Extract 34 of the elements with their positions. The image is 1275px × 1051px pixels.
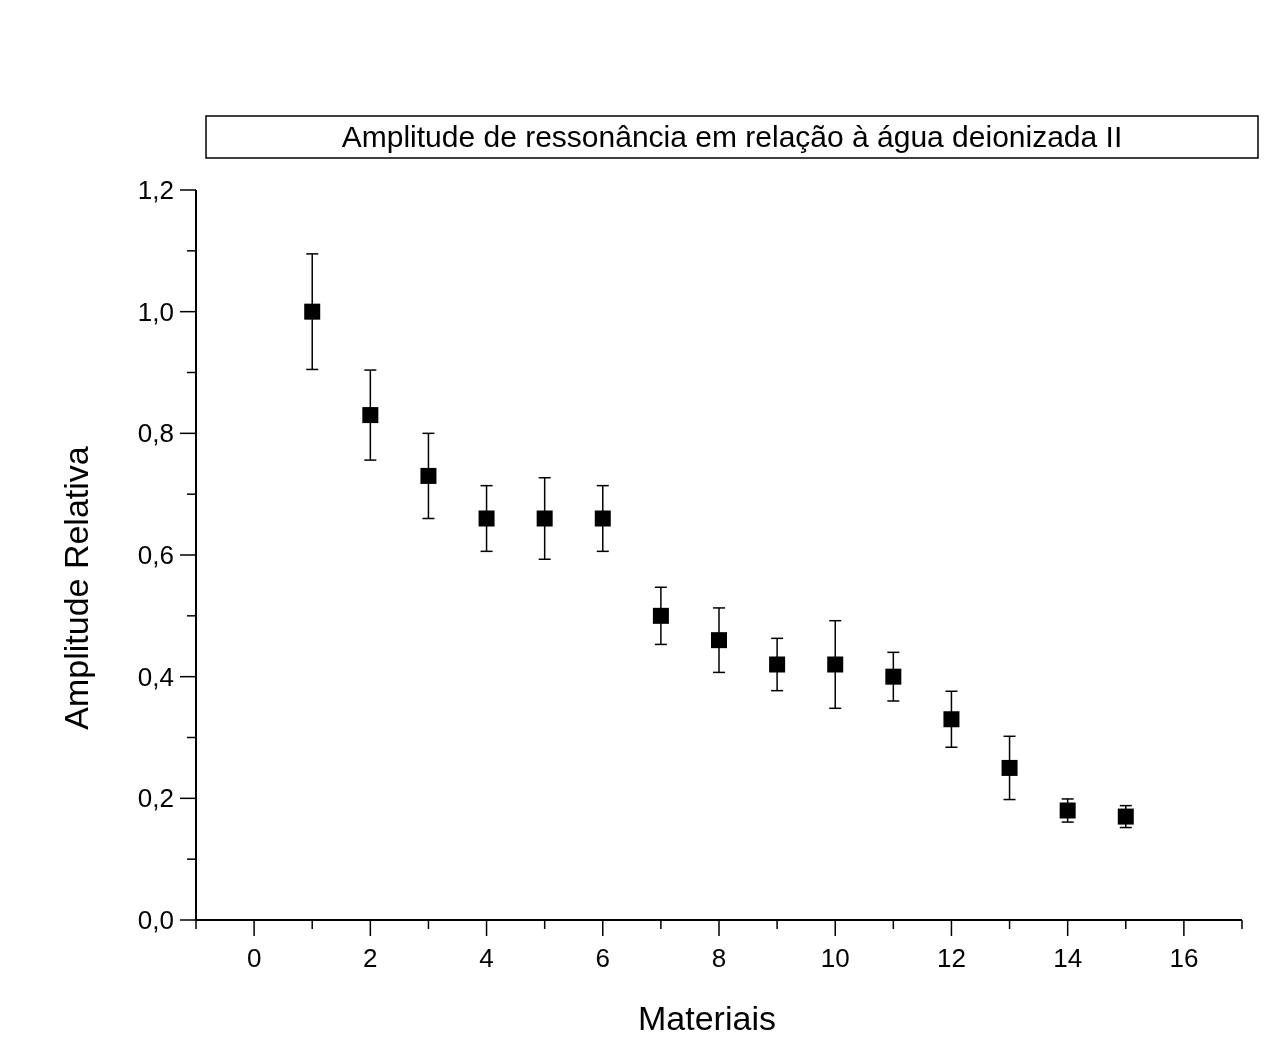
point (362, 407, 379, 424)
x-tick-label: 2 (363, 943, 378, 973)
x-axis-title: Materiais (638, 999, 776, 1037)
y-tick-label: 1,2 (137, 175, 174, 205)
x-tick-label: 14 (1053, 943, 1083, 973)
point (420, 467, 437, 484)
y-tick-label: 1,0 (137, 296, 174, 327)
point (594, 510, 611, 527)
point (943, 711, 960, 728)
point (769, 656, 786, 673)
point (478, 510, 495, 527)
y-tick-label: 0,4 (137, 661, 174, 692)
y-tick-label: 0,0 (137, 905, 174, 935)
chart-title: Amplitude de ressonância em relação à água deionizada II (341, 120, 1123, 153)
point (827, 656, 844, 673)
point (304, 303, 321, 320)
y-tick-label: 0,2 (137, 783, 174, 814)
point (1001, 759, 1018, 776)
x-tick-label: 6 (595, 943, 611, 973)
y-tick-label: 0,8 (137, 418, 174, 449)
x-tick-label: 0 (246, 943, 262, 973)
y-axis-title: Amplitude Relativa (57, 446, 95, 730)
x-tick-label: 4 (479, 943, 494, 973)
point (536, 510, 553, 527)
x-tick-label: 12 (936, 943, 966, 973)
y-tick-label: 0,6 (137, 540, 174, 570)
x-tick-label: 10 (820, 943, 850, 973)
point (711, 632, 727, 649)
point (1117, 808, 1134, 825)
x-tick-label: 8 (711, 943, 727, 973)
point (652, 607, 669, 624)
point (885, 668, 902, 685)
x-tick-label: 16 (1169, 943, 1199, 973)
point (1059, 802, 1076, 819)
